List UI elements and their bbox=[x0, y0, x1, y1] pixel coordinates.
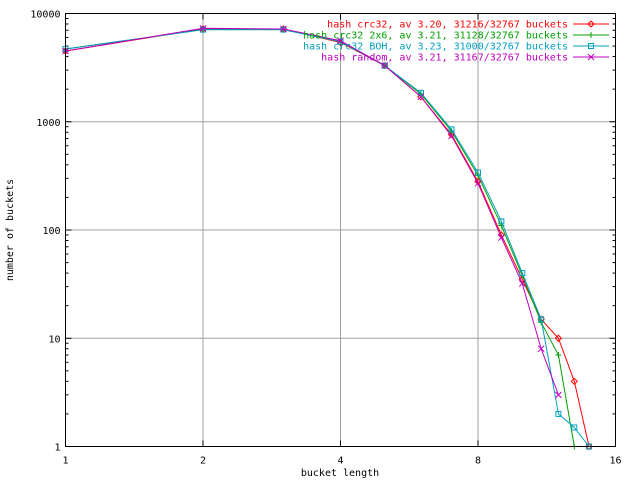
data-point bbox=[381, 62, 389, 69]
y-tick-label: 10 bbox=[48, 334, 60, 345]
legend-label: hash random, av 3.21, 31167/32767 bucket… bbox=[321, 53, 568, 64]
x-tick-label: 2 bbox=[200, 456, 206, 467]
series-layer bbox=[61, 24, 593, 451]
data-point bbox=[381, 62, 388, 69]
series-line bbox=[65, 29, 590, 447]
data-point bbox=[555, 352, 562, 359]
data-point bbox=[417, 89, 424, 96]
tick-layer: 1 2 4 8 16 1 10 100 1000 10000 bbox=[30, 10, 621, 467]
x-axis-label: bucket length bbox=[301, 468, 379, 479]
series-line bbox=[65, 28, 590, 447]
y-axis-label: number of buckets bbox=[5, 179, 16, 281]
series bbox=[62, 26, 593, 450]
data-point bbox=[199, 24, 207, 32]
data-point bbox=[448, 126, 455, 133]
series-line bbox=[65, 27, 559, 396]
data-point bbox=[554, 334, 563, 342]
data-point bbox=[537, 345, 545, 353]
plot-frame bbox=[65, 13, 616, 447]
legend-label: hash crc32 2x6, av 3.21, 31128/32767 buc… bbox=[303, 31, 568, 42]
data-point bbox=[570, 377, 579, 386]
data-point bbox=[555, 391, 562, 399]
data-point bbox=[588, 43, 594, 49]
data-point bbox=[474, 179, 482, 187]
data-point bbox=[337, 37, 344, 45]
series bbox=[62, 26, 578, 450]
series bbox=[62, 24, 562, 399]
y-tick-label: 1000 bbox=[36, 118, 60, 129]
series-line bbox=[65, 29, 575, 447]
x-tick-label: 1 bbox=[62, 456, 68, 467]
y-tick-label: 10000 bbox=[30, 10, 60, 21]
data-point bbox=[518, 280, 526, 287]
legend-label: hash crc32, av 3.20, 31216/32767 buckets bbox=[327, 20, 568, 31]
data-point bbox=[200, 26, 206, 33]
series bbox=[61, 25, 593, 451]
data-point bbox=[588, 32, 594, 38]
data-point bbox=[587, 20, 595, 28]
data-point bbox=[498, 234, 505, 241]
x-tick-label: 8 bbox=[475, 456, 481, 467]
y-tick-label: 1 bbox=[54, 443, 60, 454]
data-point bbox=[555, 410, 562, 417]
data-point bbox=[475, 169, 481, 176]
data-point bbox=[417, 93, 425, 101]
legend-label: hash crc32 BOH, av 3.23, 31000/32767 buc… bbox=[303, 42, 568, 53]
grid-layer bbox=[65, 13, 616, 447]
data-point bbox=[538, 316, 545, 323]
data-point bbox=[587, 53, 595, 61]
y-tick-label: 100 bbox=[42, 226, 60, 237]
data-point bbox=[448, 132, 455, 140]
data-point bbox=[519, 270, 526, 277]
x-tick-label: 16 bbox=[609, 456, 621, 467]
data-point bbox=[498, 218, 505, 225]
data-point bbox=[571, 424, 578, 431]
legend: hash crc32, av 3.20, 31216/32767 buckets… bbox=[303, 20, 609, 64]
data-point bbox=[280, 25, 287, 33]
x-tick-label: 4 bbox=[337, 456, 343, 467]
